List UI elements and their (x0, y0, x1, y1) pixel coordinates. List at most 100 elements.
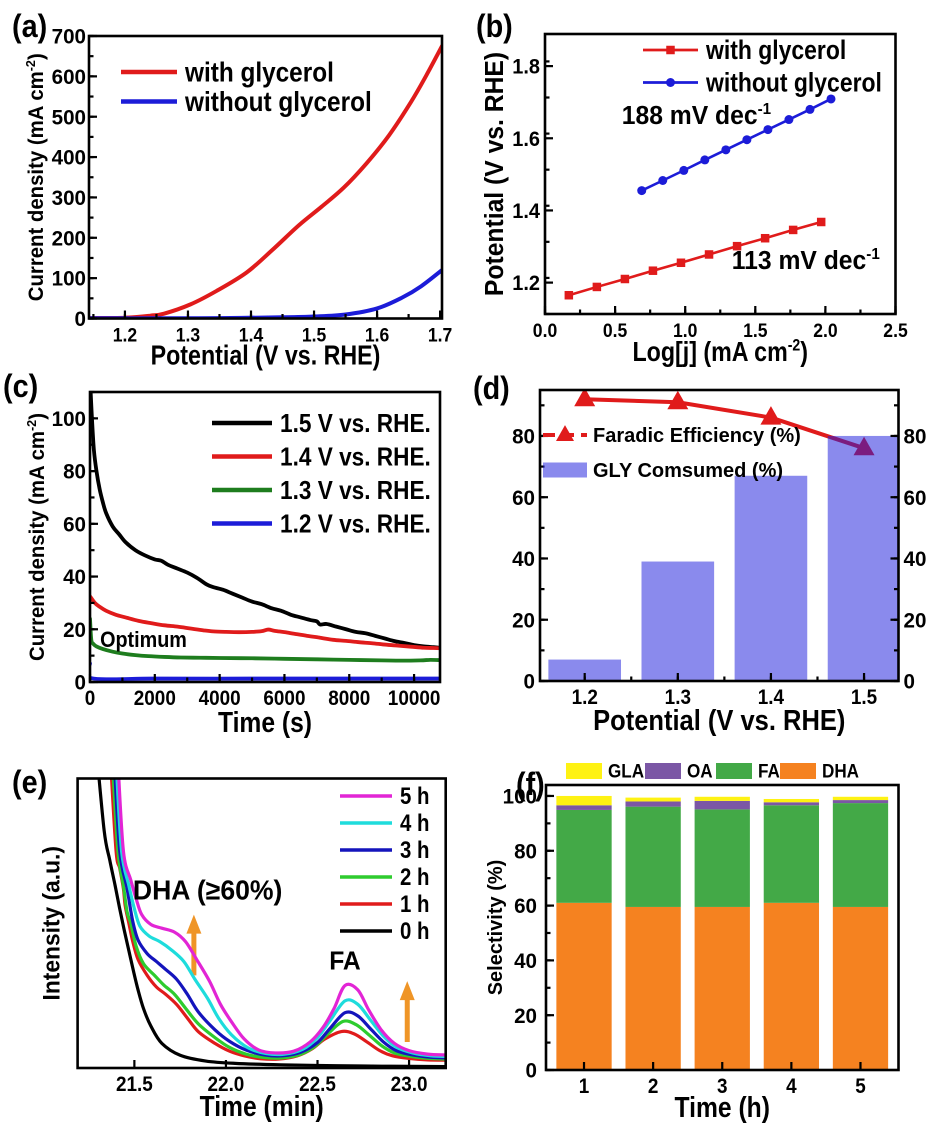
panel-b-chart: 0.0 0.5 1.0 1.5 2.0 2.5 1.2 1.4 1.6 1.8 Log[j] (mA… (480, 32, 908, 368)
plot-area-e (97, 778, 446, 1068)
x-tick-label: 1.0 (673, 319, 697, 341)
y-axis-title: Selectivity (%) (485, 860, 507, 996)
bar (548, 659, 622, 681)
legend-label: 1.5 V vs. RHE. (280, 409, 431, 438)
y-tick-label: 700 (52, 25, 86, 48)
series-line (90, 661, 440, 682)
y-tick-label-right: 60 (904, 487, 927, 510)
series-group (564, 94, 836, 300)
panel-f-chart: 1 2 3 4 5 0 20 40 60 80 100 Time (h) Selectivity (%)… (485, 761, 900, 1123)
y-tick-label-right: 40 (904, 548, 927, 571)
series-line (113, 778, 446, 1060)
series-line (97, 778, 446, 1068)
y-tick-label: 1.6 (512, 127, 540, 151)
x-tick-label: 6000 (263, 687, 305, 710)
legend-label: 1.4 V vs. RHE. (280, 443, 431, 472)
y-tick-label: 80 (512, 425, 535, 448)
plot-frame (538, 388, 900, 683)
stack-segment-DHA (763, 902, 820, 1070)
x-tick-label: 2.5 (883, 319, 907, 341)
legend-label: with glycerol (184, 56, 334, 88)
legend-label: 5 h (400, 783, 429, 810)
marker-square (732, 241, 742, 251)
bar (641, 561, 715, 681)
stack-segment-OA (625, 801, 681, 807)
x-tick-label: 5 (855, 1075, 866, 1098)
x-tick-label: 1.5 (851, 686, 877, 709)
legend-label: OA (687, 761, 713, 782)
y-tick-label: 1.4 (512, 200, 540, 224)
y-tick-label: 400 (52, 146, 86, 169)
series-line (582, 397, 867, 451)
x-axis-title: Potential (V vs. RHE) (593, 703, 845, 736)
legend: 1.5 V vs. RHE. 1.4 V vs. RHE. 1.3 V vs. RH… (212, 409, 431, 539)
stack-segment-DHA (625, 906, 681, 1070)
annotation-text: 188 mV dec-1​ (622, 101, 772, 130)
marker-square (816, 217, 826, 227)
marker-circle (742, 135, 752, 145)
y-tick-label: 60 (63, 513, 86, 536)
stack-segment-FA (763, 805, 820, 903)
stack-segment-OA (694, 800, 750, 810)
axes: 0.0 0.5 1.0 1.5 2.0 2.5 1.2 1.4 1.6 1.8 Log[j] (mA… (480, 32, 908, 368)
panel-a-label: (a) (12, 8, 48, 44)
x-tick-label: 1.5 (743, 319, 767, 341)
x-tick-label: 23.0 (391, 1073, 428, 1096)
bar (734, 475, 808, 681)
series-line (115, 778, 446, 1059)
marker-square (564, 290, 574, 300)
stack-segment-FA (694, 809, 750, 907)
legend: 5 h4 h3 h2 h1 h0 h (340, 783, 429, 945)
legend-label: 4 h (400, 810, 429, 837)
marker-circle (637, 186, 647, 196)
series-line (117, 778, 446, 1057)
y-tick-label: 200 (52, 227, 86, 250)
marker-triangle (760, 406, 782, 425)
plot-area-f (556, 795, 889, 1070)
marker-square (648, 266, 658, 275)
x-tick-label: 4000 (199, 687, 241, 710)
marker-square (760, 233, 770, 243)
y-tick-label: 100 (503, 785, 537, 808)
panel-d-label: (d) (473, 370, 510, 406)
axes: 1 2 3 4 5 0 20 40 60 80 100 Time (h) Selectivity (%) (485, 783, 900, 1123)
y-tick-label: 600 (52, 66, 86, 89)
legend-label: 0 h (400, 918, 429, 945)
y-tick-label-right: 0 (904, 670, 915, 693)
panel-f-label: (f) (516, 766, 545, 802)
x-axis-title: Time (h) (675, 1091, 770, 1123)
x-tick-label: 0.5 (603, 319, 627, 341)
annotation-text: Optimum (100, 628, 187, 652)
marker-triangle (574, 390, 596, 407)
y-tick-label: 500 (52, 106, 86, 129)
x-axis-title: Time (s) (218, 706, 312, 738)
y-axis-title: Intensity (a.u.) (38, 846, 65, 1000)
x-tick-label: 1.4 (758, 686, 784, 709)
panel-b-label: (b) (476, 8, 513, 44)
x-tick-label: 1.7 (428, 324, 452, 346)
y-tick-label: 1.2 (512, 272, 540, 296)
legend-swatch (716, 763, 752, 779)
x-tick-label: 2000 (134, 687, 176, 710)
annotation-text: 113 mV dec-1​ (732, 246, 880, 275)
stack-segment-FA (625, 806, 681, 907)
panel-c-chart: 0 2000 4000 6000 8000 10000 0 20 40 60 80 100 Time (… (24, 390, 442, 738)
x-tick-label: 0 (85, 687, 96, 710)
axes: 21.5 22.0 22.5 23.0 Time (min) Intensity (a.u… (38, 777, 448, 1122)
marker-square (704, 250, 714, 259)
x-tick-label: 10000 (388, 687, 441, 710)
legend-label: without glycerol (184, 85, 372, 117)
stack-segment-GLA (556, 795, 612, 806)
legend-swatch (566, 763, 602, 779)
y-tick-label: 300 (52, 187, 86, 210)
y-tick-label: 20 (512, 609, 535, 632)
stack-segment-DHA (694, 906, 750, 1070)
marker-circle (666, 78, 675, 87)
marker-circle (679, 165, 689, 175)
marker-circle (784, 115, 794, 125)
stack-segment-GLA (694, 796, 750, 801)
x-axis-title: Log[j] (mA cm-2​) (632, 336, 808, 367)
legend-label: 1.2 V vs. RHE. (280, 510, 431, 539)
legend-label: without glycerol (705, 68, 882, 98)
series-line (90, 616, 440, 663)
